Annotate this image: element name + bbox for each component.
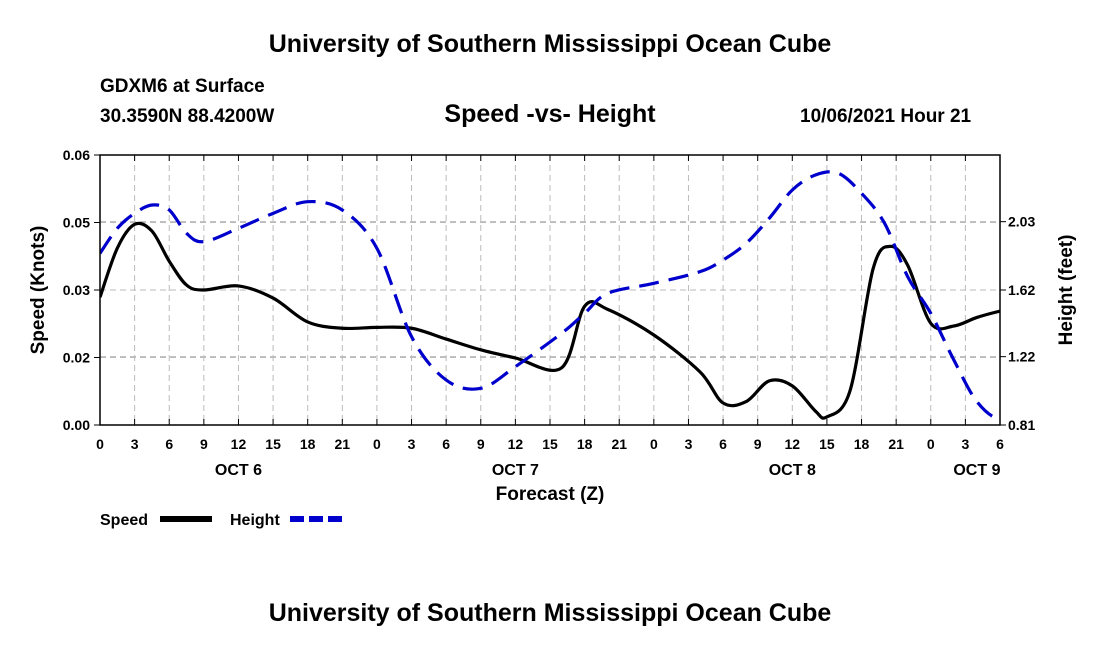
y-tick-label: 0.00 xyxy=(63,417,90,433)
x-tick-label: 0 xyxy=(650,436,658,452)
y2-tick-label: 1.22 xyxy=(1008,349,1035,365)
series-line-height xyxy=(100,170,1000,420)
x-tick-label: 15 xyxy=(819,436,835,452)
x-tick-label: 6 xyxy=(442,436,450,452)
x-tick-label: 18 xyxy=(577,436,593,452)
legend-label-speed: Speed xyxy=(100,512,148,529)
x-tick-label: 3 xyxy=(685,436,693,452)
day-label: OCT 8 xyxy=(769,462,816,479)
x-tick-label: 18 xyxy=(300,436,316,452)
x-tick-label: 15 xyxy=(542,436,558,452)
x-tick-label: 15 xyxy=(265,436,281,452)
legend: Speed Height xyxy=(100,512,342,529)
x-axis-label: Forecast (Z) xyxy=(496,484,605,505)
day-label: OCT 9 xyxy=(953,462,1000,479)
series-layer xyxy=(100,170,1000,420)
page-title: University of Southern Mississippi Ocean… xyxy=(268,30,832,58)
series-line-speed xyxy=(100,221,1000,420)
x-tick-label: 3 xyxy=(131,436,139,452)
y-tick-label: 0.06 xyxy=(63,147,90,163)
x-tick-label: 0 xyxy=(96,436,104,452)
day-label: OCT 7 xyxy=(492,462,539,479)
footer-title: University of Southern Mississippi Ocean… xyxy=(268,599,832,627)
day-label: OCT 6 xyxy=(215,462,262,479)
x-tick-label: 21 xyxy=(888,436,904,452)
x-tick-label: 21 xyxy=(611,436,627,452)
station-label: GDXM6 at Surface xyxy=(100,76,265,97)
x-tick-label: 12 xyxy=(508,436,524,452)
x-tick-label: 18 xyxy=(854,436,870,452)
y2-tick-label: 0.81 xyxy=(1008,417,1035,433)
x-tick-label: 9 xyxy=(200,436,208,452)
x-tick-label: 3 xyxy=(961,436,969,452)
x-tick-label: 9 xyxy=(477,436,485,452)
x-tick-label: 6 xyxy=(996,436,1004,452)
x-tick-label: 3 xyxy=(408,436,416,452)
x-tick-label: 0 xyxy=(373,436,381,452)
x-tick-label: 12 xyxy=(231,436,247,452)
y2-axis-label: Height (feet) xyxy=(1056,235,1077,346)
forecast-datetime: 10/06/2021 Hour 21 xyxy=(800,106,972,127)
y-axis-label: Speed (Knots) xyxy=(28,226,49,355)
y2-tick-label: 2.03 xyxy=(1008,214,1035,230)
y-tick-label: 0.02 xyxy=(63,350,90,366)
chart-subtitle: Speed -vs- Height xyxy=(444,100,656,128)
y-tick-label: 0.03 xyxy=(63,282,90,298)
x-tick-label: 21 xyxy=(335,436,351,452)
coordinates-label: 30.3590N 88.4200W xyxy=(100,106,275,127)
legend-label-height: Height xyxy=(230,512,280,529)
x-tick-label: 6 xyxy=(165,436,173,452)
x-tick-label: 9 xyxy=(754,436,762,452)
x-tick-label: 6 xyxy=(719,436,727,452)
axis-layer: 0 3 6 9 12 15 18 21 0 3 6 9 12 15 18 21 0 3 6 9 12 15 18 21 0 3 60… xyxy=(63,147,1036,479)
x-tick-label: 0 xyxy=(927,436,935,452)
y2-tick-label: 1.62 xyxy=(1008,282,1035,298)
y-tick-label: 0.05 xyxy=(63,215,90,231)
x-tick-label: 12 xyxy=(785,436,801,452)
